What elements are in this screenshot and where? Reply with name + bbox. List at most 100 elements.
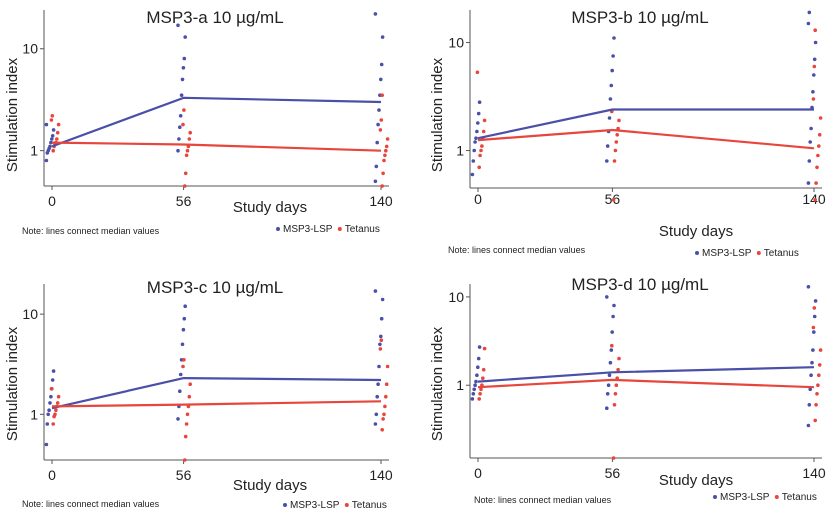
data-point bbox=[384, 148, 388, 153]
median-line-tetanus bbox=[477, 378, 815, 389]
chart-note: Note: lines connect median values bbox=[448, 245, 586, 255]
data-point bbox=[818, 116, 823, 120]
x-tick-label: 0 bbox=[474, 465, 482, 481]
chart-panel: 1 10 0 56 140 MSP3-c 10 µg/mL Study days Stimul… bbox=[4, 278, 393, 511]
data-point bbox=[187, 137, 192, 141]
data-point bbox=[383, 404, 387, 409]
data-point bbox=[474, 379, 478, 384]
data-point bbox=[812, 64, 817, 69]
data-point bbox=[477, 100, 482, 104]
data-point bbox=[51, 422, 55, 426]
data-point bbox=[377, 108, 381, 112]
data-point bbox=[814, 181, 818, 185]
data-point bbox=[183, 35, 187, 39]
data-point bbox=[813, 418, 817, 423]
data-point bbox=[807, 10, 812, 15]
legend-label: MSP3-LSP bbox=[283, 224, 333, 235]
x-tick-label: 0 bbox=[48, 467, 56, 483]
data-point bbox=[808, 387, 812, 392]
data-point bbox=[380, 428, 385, 432]
data-point bbox=[382, 412, 386, 417]
data-point bbox=[184, 422, 189, 426]
data-point bbox=[609, 348, 614, 352]
data-point bbox=[611, 456, 616, 460]
data-point bbox=[472, 148, 477, 153]
data-point bbox=[479, 387, 483, 392]
data-point bbox=[184, 153, 189, 158]
data-point bbox=[816, 153, 820, 158]
data-point bbox=[607, 373, 612, 378]
x-axis-label: Study days bbox=[233, 199, 307, 216]
data-point bbox=[812, 330, 816, 334]
data-point bbox=[473, 140, 477, 144]
legend-marker bbox=[276, 227, 280, 231]
legend-marker bbox=[774, 495, 779, 499]
data-point bbox=[183, 171, 188, 176]
data-point bbox=[473, 383, 477, 388]
x-axis-label: Study days bbox=[233, 477, 307, 494]
data-point bbox=[472, 387, 477, 392]
data-point bbox=[479, 148, 483, 153]
data-point bbox=[614, 383, 619, 388]
y-axis-label: Stimulation index bbox=[429, 57, 446, 172]
y-axis-label: Stimulation index bbox=[4, 57, 21, 172]
data-point bbox=[815, 165, 819, 170]
data-point bbox=[806, 21, 811, 26]
data-point bbox=[378, 342, 382, 347]
data-point bbox=[379, 334, 383, 339]
data-point bbox=[375, 394, 380, 399]
data-point bbox=[44, 442, 49, 447]
data-point bbox=[182, 108, 186, 112]
data-point bbox=[55, 137, 59, 141]
data-point bbox=[380, 93, 385, 97]
data-point bbox=[380, 35, 385, 39]
y-tick-label: 1 bbox=[30, 406, 38, 422]
median-line-msp3-lsp bbox=[477, 366, 815, 383]
median-line-msp3-lsp bbox=[477, 108, 814, 140]
data-point bbox=[46, 412, 50, 417]
data-point bbox=[187, 394, 192, 399]
x-tick-label: 140 bbox=[369, 193, 393, 209]
chart-note: Note: lines connect median values bbox=[22, 499, 160, 509]
data-point bbox=[378, 128, 383, 132]
data-point bbox=[183, 304, 187, 309]
data-point bbox=[610, 68, 614, 73]
x-tick-label: 56 bbox=[176, 467, 192, 483]
data-point bbox=[475, 129, 479, 134]
data-point bbox=[481, 129, 486, 134]
legend-marker bbox=[344, 503, 349, 507]
data-point bbox=[183, 458, 187, 462]
data-point bbox=[807, 159, 812, 163]
data-point bbox=[476, 121, 480, 125]
y-tick-label: 10 bbox=[22, 306, 38, 322]
data-point bbox=[471, 159, 476, 163]
data-point bbox=[51, 369, 56, 373]
data-point bbox=[813, 28, 817, 32]
legend-label: MSP3-LSP bbox=[702, 248, 752, 259]
data-point bbox=[188, 382, 192, 387]
median-line-tetanus bbox=[51, 141, 382, 152]
data-point bbox=[49, 387, 54, 391]
data-point bbox=[817, 133, 822, 137]
legend-marker bbox=[283, 503, 287, 507]
x-tick-label: 0 bbox=[474, 191, 482, 207]
data-point bbox=[812, 73, 816, 77]
data-point bbox=[373, 289, 378, 293]
data-point bbox=[610, 343, 614, 348]
legend-label: Tetanus bbox=[782, 492, 817, 503]
data-point bbox=[181, 122, 185, 127]
data-point bbox=[180, 77, 185, 82]
y-tick-label: 10 bbox=[448, 35, 464, 51]
data-point bbox=[611, 314, 615, 319]
data-point bbox=[612, 159, 617, 163]
data-point bbox=[382, 158, 386, 163]
data-point bbox=[477, 345, 482, 349]
data-point bbox=[373, 422, 378, 426]
data-point bbox=[374, 164, 379, 169]
data-point bbox=[181, 327, 186, 332]
data-point bbox=[811, 97, 816, 101]
median-line-tetanus bbox=[477, 128, 815, 150]
x-tick-label: 0 bbox=[48, 193, 56, 209]
x-axis-label: Study days bbox=[659, 223, 733, 240]
data-point bbox=[384, 394, 388, 399]
